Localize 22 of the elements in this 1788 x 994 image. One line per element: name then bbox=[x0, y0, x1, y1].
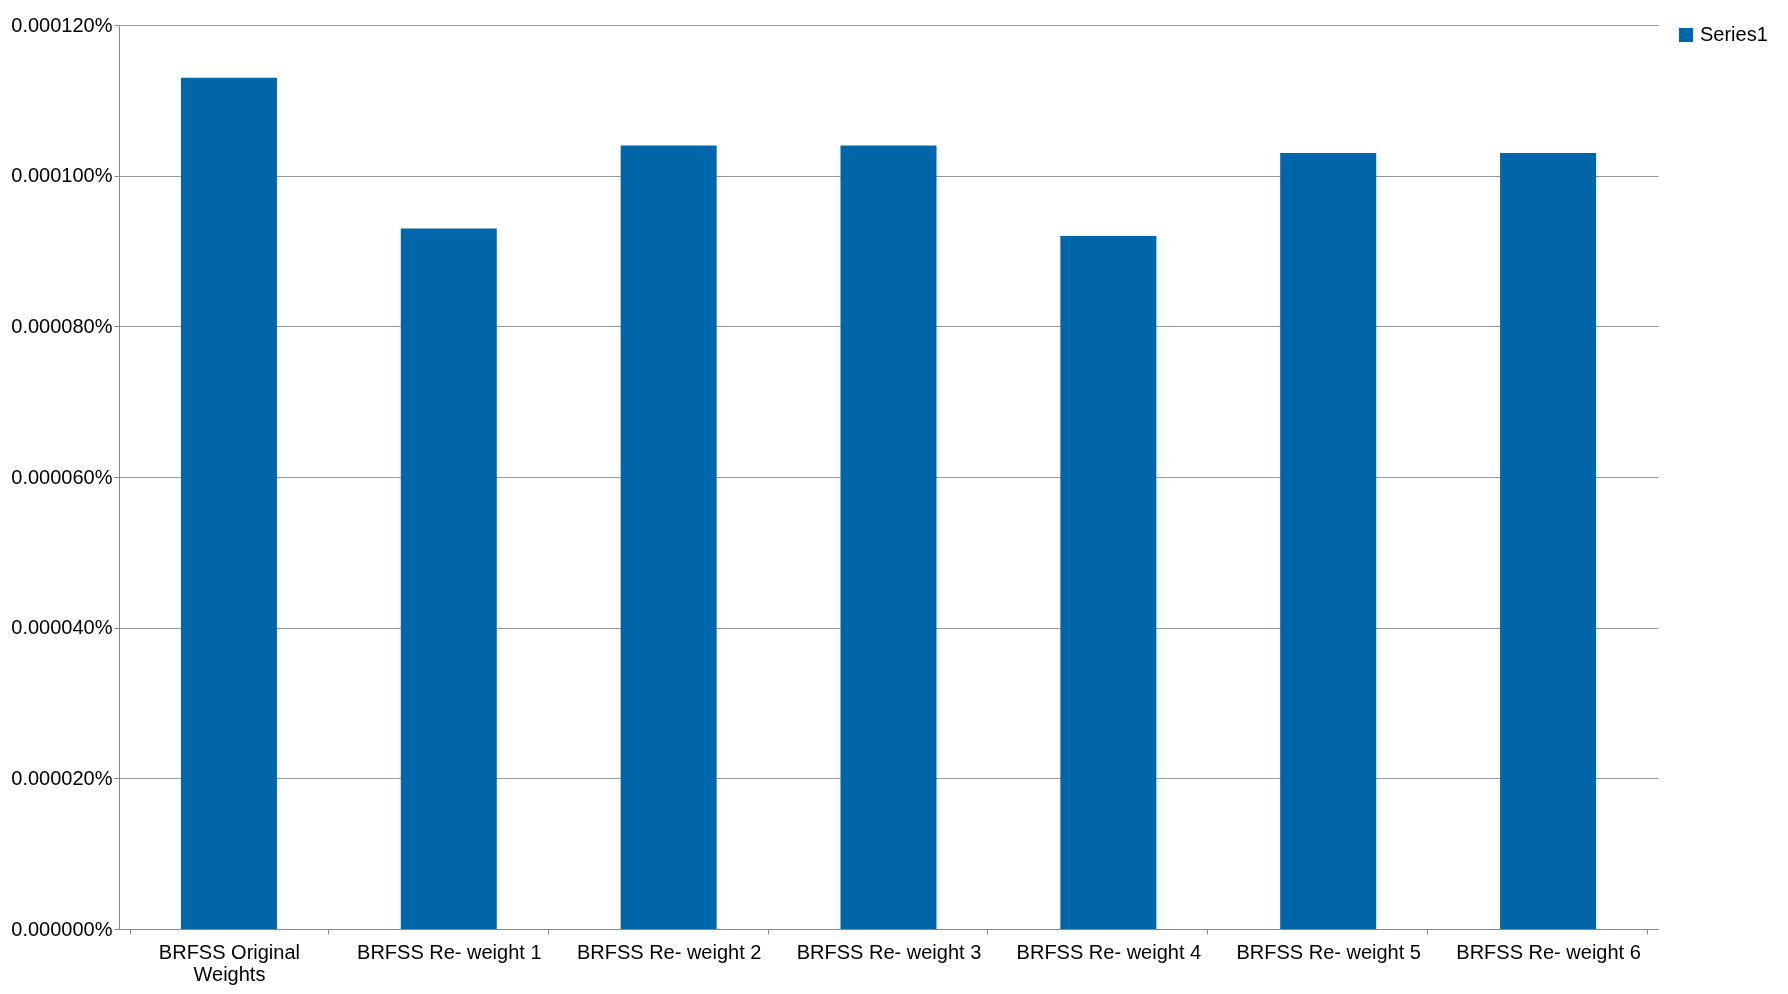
legend-label: Series1 bbox=[1700, 23, 1768, 45]
x-tick-label: BRFSS Re- weight 1 bbox=[357, 940, 542, 963]
x-tick-label: BRFSS Original Weights bbox=[158, 940, 301, 985]
y-tick-label: 0.000100% bbox=[11, 164, 113, 187]
bar bbox=[400, 228, 497, 929]
y-tick-label: 0.000000% bbox=[11, 917, 113, 940]
y-tick-label: 0.000080% bbox=[11, 314, 113, 337]
y-tick-label: 0.000120% bbox=[11, 13, 113, 36]
x-tick-label: BRFSS Re- weight 4 bbox=[1016, 940, 1202, 963]
bar bbox=[840, 145, 937, 929]
y-tick-label: 0.000020% bbox=[11, 766, 113, 789]
x-tick-label: BRFSS Re- weight 2 bbox=[576, 940, 762, 963]
bar bbox=[1060, 235, 1157, 929]
x-tick-label: BRFSS Re- weight 6 bbox=[1456, 940, 1641, 963]
y-tick-label: 0.000040% bbox=[11, 616, 113, 639]
x-tick-label: BRFSS Re- weight 3 bbox=[796, 940, 982, 963]
y-tick-label: 0.000060% bbox=[11, 465, 113, 488]
bar bbox=[1500, 153, 1597, 929]
bar bbox=[620, 145, 717, 929]
x-tick-label: BRFSS Re- weight 5 bbox=[1236, 940, 1421, 963]
bar bbox=[1280, 153, 1377, 929]
bar bbox=[180, 77, 277, 929]
